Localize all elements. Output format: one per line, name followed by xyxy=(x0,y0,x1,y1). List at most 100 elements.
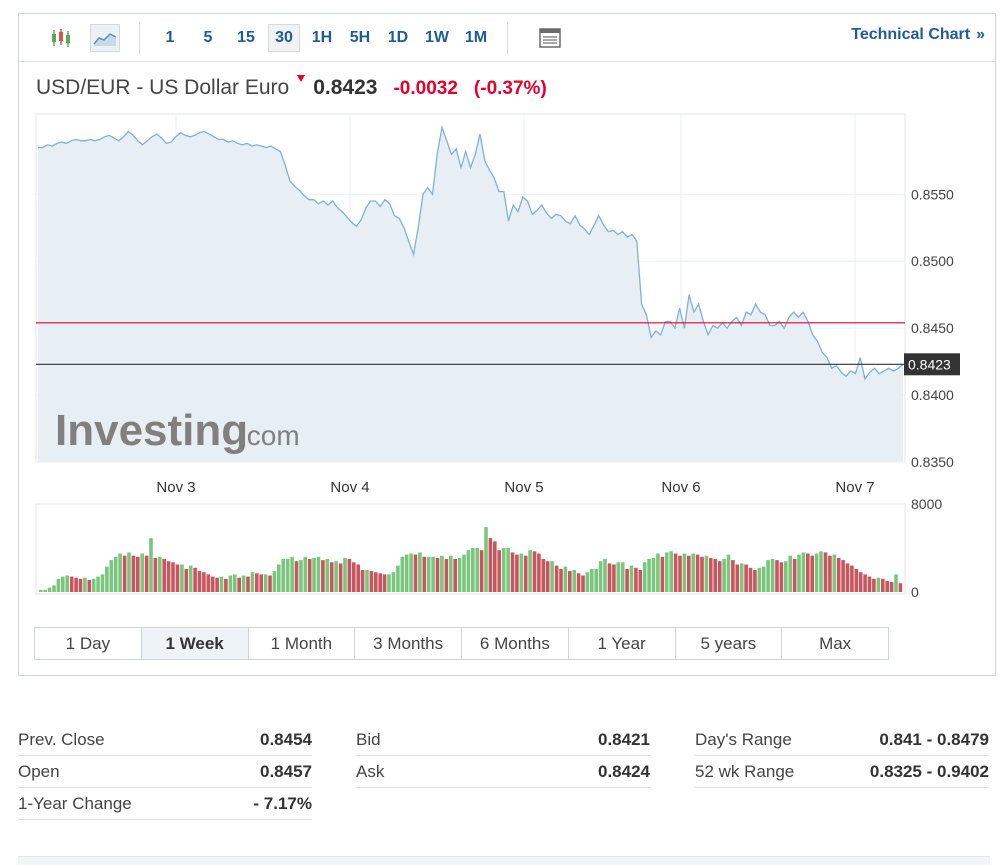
volume-bar xyxy=(400,556,405,592)
volume-bar xyxy=(347,559,352,592)
volume-bar xyxy=(435,557,440,592)
volume-bar xyxy=(369,571,374,592)
volume-bar xyxy=(47,587,52,592)
range-1-month[interactable]: 1 Month xyxy=(248,628,356,659)
price-change-percent: (-0.37%) xyxy=(473,78,547,99)
price-chart[interactable]: Investing .com 0.8423 0.8550 0.8500 0.8450… xyxy=(19,14,995,624)
stat-label: Open xyxy=(18,761,60,781)
volume-bar xyxy=(806,553,810,592)
stat-label: Bid xyxy=(356,729,381,749)
volume-bar xyxy=(629,565,634,592)
table-icon[interactable] xyxy=(535,24,565,52)
volume-bar xyxy=(374,572,378,592)
volume-bar xyxy=(321,560,325,592)
volume-bar xyxy=(695,554,700,592)
range-1-day[interactable]: 1 Day xyxy=(35,628,142,659)
volume-area xyxy=(35,503,906,595)
volume-bar xyxy=(162,559,166,592)
volume-bar xyxy=(532,551,537,592)
volume-bar xyxy=(510,552,515,592)
volume-bar xyxy=(757,567,762,592)
interval-1h[interactable]: 1H xyxy=(311,29,333,46)
volume-bar xyxy=(118,553,122,592)
x-tick-label: Nov 3 xyxy=(156,479,195,496)
stat-value: 0.841 - 0.8479 xyxy=(879,729,989,749)
interval-5h[interactable]: 5H xyxy=(349,29,371,46)
stat-value: - 7.17% xyxy=(253,793,312,813)
interval-1w[interactable]: 1W xyxy=(425,29,449,46)
volume-bar xyxy=(206,574,211,592)
volume-bar xyxy=(409,553,413,592)
toolbar-separator xyxy=(139,22,140,54)
technical-chart-link[interactable]: Technical Chart » xyxy=(851,26,985,44)
volume-bar xyxy=(404,554,409,592)
interval-30[interactable]: 30 xyxy=(268,24,300,52)
volume-bar xyxy=(100,574,105,592)
volume-bar xyxy=(885,581,889,592)
volume-tick-label: 8000 xyxy=(911,496,942,512)
volume-bar xyxy=(828,555,832,592)
stat-row: Day's Range 0.841 - 0.8479 xyxy=(695,724,989,756)
volume-bar xyxy=(78,578,83,592)
volume-bar xyxy=(598,561,603,592)
price-area xyxy=(38,127,903,463)
stat-label: Prev. Close xyxy=(18,729,105,749)
volume-bar xyxy=(563,566,568,592)
x-tick-label: Nov 5 xyxy=(504,479,543,496)
interval-1m[interactable]: 1M xyxy=(464,29,488,46)
range-5-years[interactable]: 5 years xyxy=(675,628,783,659)
volume-bar xyxy=(753,570,757,592)
volume-bar xyxy=(845,563,850,592)
volume-bar xyxy=(171,562,175,592)
volume-bar xyxy=(180,564,184,592)
volume-bar xyxy=(272,571,277,592)
range-1-week[interactable]: 1 Week xyxy=(141,628,249,659)
area-chart-icon[interactable] xyxy=(90,24,120,52)
range-max[interactable]: Max xyxy=(782,628,888,659)
volume-bar xyxy=(867,576,872,592)
volume-bar xyxy=(422,556,427,592)
watermark-suffix: .com xyxy=(239,420,300,451)
volume-bar xyxy=(83,577,87,592)
investing-watermark: Investing .com xyxy=(55,406,300,455)
volume-bar xyxy=(387,574,391,592)
stat-row: Prev. Close 0.8454 xyxy=(18,724,312,756)
volume-bar xyxy=(814,553,819,592)
volume-bar xyxy=(418,552,422,592)
volume-bar xyxy=(484,527,488,592)
volume-bar xyxy=(850,565,854,592)
volume-bar xyxy=(74,577,78,592)
volume-bar xyxy=(665,552,669,592)
interval-5[interactable]: 5 xyxy=(203,29,213,46)
range-1-year[interactable]: 1 Year xyxy=(568,628,676,659)
interval-15[interactable]: 15 xyxy=(237,29,255,46)
volume-bar xyxy=(479,550,484,592)
x-axis: Nov 3 Nov 4 Nov 5 Nov 6 Nov 7 xyxy=(156,479,874,496)
interval-1d[interactable]: 1D xyxy=(387,29,409,46)
volume-bar xyxy=(775,560,779,592)
volume-bar xyxy=(285,559,290,592)
stat-row: 52 wk Range 0.8325 - 0.9402 xyxy=(695,756,989,788)
volume-bar xyxy=(823,552,828,592)
last-price-tag: 0.8423 xyxy=(904,353,960,376)
range-3-months[interactable]: 3 Months xyxy=(355,628,462,659)
interval-1[interactable]: 1 xyxy=(165,29,175,46)
volume-bar xyxy=(255,573,259,592)
volume-bar xyxy=(263,574,268,592)
candlestick-icon[interactable] xyxy=(46,24,76,52)
volume-bar xyxy=(193,567,197,592)
volume-bar xyxy=(246,576,250,592)
volume-bar xyxy=(528,550,532,592)
volume-bar xyxy=(431,556,435,592)
volume-bar xyxy=(515,554,519,592)
volume-bar xyxy=(881,578,885,592)
range-6-months[interactable]: 6 Months xyxy=(462,628,569,659)
volume-bar xyxy=(766,560,770,592)
volume-bar xyxy=(338,563,343,592)
volume-bar xyxy=(678,555,682,592)
volume-bar xyxy=(748,567,753,592)
volume-bar xyxy=(127,552,131,592)
stat-label: Ask xyxy=(356,761,385,781)
volume-bar xyxy=(131,555,136,592)
volume-bar xyxy=(360,570,365,592)
